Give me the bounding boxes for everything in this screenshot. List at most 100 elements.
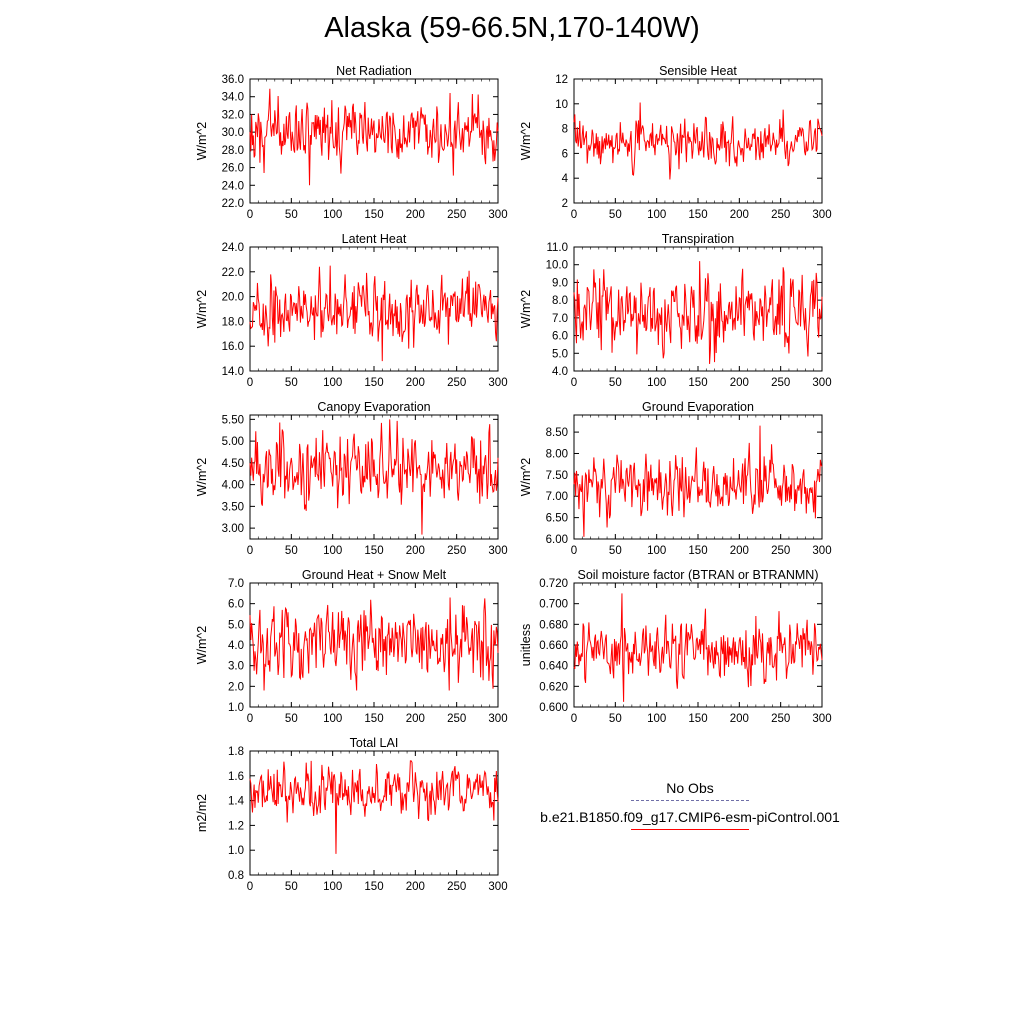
y-tick-label: 6 [562, 148, 568, 160]
y-tick-label: 24.0 [222, 180, 244, 192]
chart-panel: Ground Evaporation W/m^2 0 50 100 150 200 250 30… [519, 400, 832, 557]
y-tick-label: 32.0 [222, 109, 244, 121]
series-line [249, 419, 499, 535]
x-tick-label: 50 [609, 377, 622, 389]
y-tick-label: 20.0 [222, 292, 244, 304]
y-axis-label: W/m^2 [519, 122, 533, 161]
x-tick-label: 50 [285, 377, 298, 389]
x-tick-label: 0 [247, 377, 253, 389]
x-tick-label: 0 [571, 545, 577, 557]
x-tick-label: 300 [812, 713, 831, 725]
y-tick-label: 10.0 [546, 260, 568, 272]
y-tick-label: 7.0 [228, 578, 244, 590]
y-tick-label: 1.0 [228, 702, 244, 714]
y-tick-label: 0.660 [539, 640, 568, 652]
y-tick-label: 4.50 [222, 458, 244, 470]
y-tick-label: 5.50 [222, 414, 244, 426]
x-tick-label: 100 [323, 209, 342, 221]
x-tick-label: 150 [688, 545, 707, 557]
y-axis-label: unitless [519, 624, 533, 666]
plot-frame [249, 78, 499, 204]
x-tick-label: 150 [364, 881, 383, 893]
chart-title: Net Radiation [336, 64, 412, 78]
x-tick-label: 300 [488, 209, 507, 221]
y-tick-label: 5.0 [228, 619, 244, 631]
y-tick-label: 4 [562, 173, 569, 185]
chart-panel: Net Radiation W/m^2 0 50 100 150 200 250 300 22.0… [195, 64, 508, 221]
x-tick-label: 0 [247, 881, 253, 893]
series-line [573, 593, 823, 702]
chart-panel: Latent Heat W/m^2 0 50 100 150 200 250 300 14.0 16… [195, 232, 508, 389]
y-tick-label: 16.0 [222, 341, 244, 353]
y-tick-label: 8.00 [546, 448, 568, 460]
y-tick-label: 6.50 [546, 513, 568, 525]
y-tick-label: 3.0 [228, 661, 244, 673]
x-tick-label: 200 [406, 377, 425, 389]
x-tick-label: 200 [730, 377, 749, 389]
y-tick-label: 8 [562, 124, 568, 136]
x-tick-label: 100 [323, 377, 342, 389]
legend-line-obs [631, 800, 749, 801]
x-tick-label: 150 [688, 713, 707, 725]
x-tick-label: 250 [447, 713, 466, 725]
legend-line-model [631, 829, 749, 830]
x-tick-label: 50 [285, 209, 298, 221]
y-tick-label: 3.50 [222, 501, 244, 513]
y-axis-label: W/m^2 [195, 458, 209, 497]
y-tick-label: 4.0 [228, 640, 244, 652]
y-tick-label: 12 [555, 74, 568, 86]
series-line [573, 261, 823, 364]
x-tick-label: 0 [247, 545, 253, 557]
y-tick-label: 18.0 [222, 316, 244, 328]
x-tick-label: 200 [730, 209, 749, 221]
series-line [249, 597, 499, 691]
y-tick-label: 5.00 [222, 436, 244, 448]
x-tick-label: 50 [609, 209, 622, 221]
chart-panel: Ground Heat + Snow Melt W/m^2 0 50 100 150 200… [195, 568, 508, 725]
y-tick-label: 9.0 [552, 277, 568, 289]
x-tick-label: 200 [406, 881, 425, 893]
chart-panel: Canopy Evaporation W/m^2 0 50 100 150 200 250 30… [195, 400, 508, 557]
y-axis-label: m2/m2 [195, 794, 209, 832]
page-title: Alaska (59-66.5N,170-140W) [324, 12, 700, 44]
x-tick-label: 200 [730, 545, 749, 557]
legend-label-model: b.e21.B1850.f09_g17.CMIP6-esm-piControl.… [540, 809, 840, 825]
x-tick-label: 150 [364, 209, 383, 221]
y-tick-label: 3.00 [222, 523, 244, 535]
series-line [573, 425, 823, 537]
series-line [573, 102, 823, 180]
chart-panel: Sensible Heat W/m^2 0 50 100 150 200 250 300 2 4 6 8… [519, 64, 832, 221]
x-tick-label: 250 [771, 545, 790, 557]
chart-panel: Soil moisture factor (BTRAN or BTRANMN) u… [519, 568, 832, 725]
legend: No Obs b.e21.B1850.f09_g17.CMIP6-esm-piC… [530, 780, 850, 838]
x-tick-label: 250 [447, 377, 466, 389]
chart-title: Ground Evaporation [642, 400, 754, 414]
y-tick-label: 2.0 [228, 681, 244, 693]
x-tick-label: 0 [247, 713, 253, 725]
x-tick-label: 300 [488, 713, 507, 725]
y-tick-label: 1.4 [228, 796, 245, 808]
y-tick-label: 34.0 [222, 92, 244, 104]
y-tick-label: 8.50 [546, 427, 568, 439]
y-tick-label: 0.680 [539, 619, 568, 631]
x-tick-label: 200 [406, 545, 425, 557]
y-tick-label: 1.6 [228, 771, 244, 783]
y-tick-label: 6.0 [552, 331, 568, 343]
x-tick-label: 100 [647, 545, 666, 557]
chart-title: Ground Heat + Snow Melt [302, 568, 447, 582]
y-tick-label: 22.0 [222, 198, 244, 210]
x-tick-label: 100 [647, 713, 666, 725]
x-tick-label: 200 [730, 713, 749, 725]
legend-label-obs: No Obs [666, 780, 714, 796]
y-tick-label: 4.00 [222, 480, 244, 492]
x-tick-label: 100 [323, 713, 342, 725]
y-tick-label: 1.8 [228, 746, 244, 758]
series-line [249, 88, 499, 186]
y-tick-label: 0.8 [228, 870, 244, 882]
x-tick-label: 100 [647, 377, 666, 389]
x-tick-label: 300 [488, 881, 507, 893]
y-tick-label: 0.640 [539, 661, 568, 673]
x-tick-label: 250 [447, 209, 466, 221]
y-axis-label: W/m^2 [519, 458, 533, 497]
